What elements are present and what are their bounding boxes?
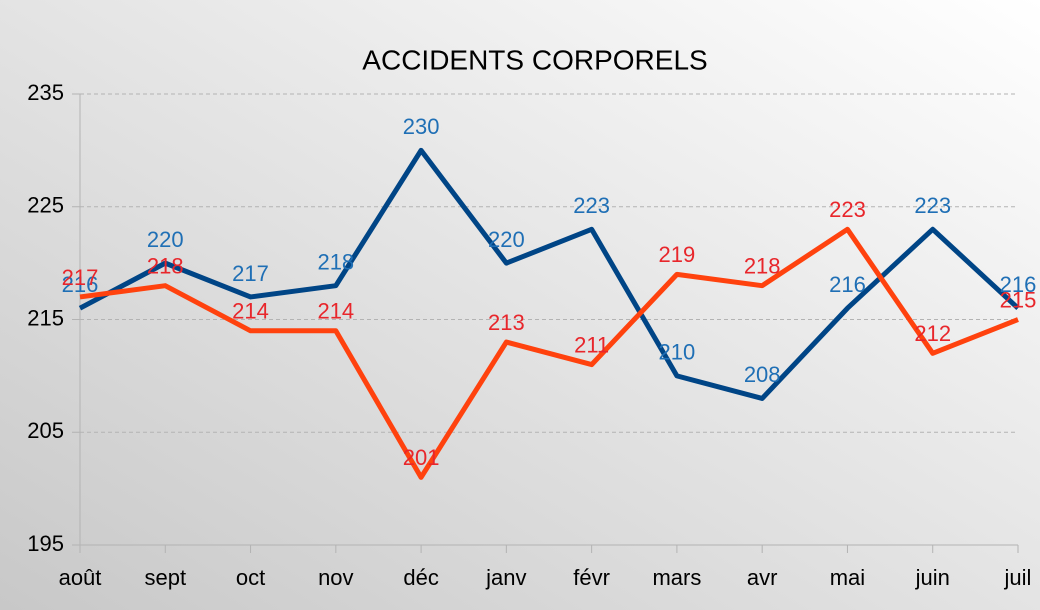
x-tick-label: juin	[915, 565, 950, 590]
x-tick-label: juil	[1004, 565, 1032, 590]
data-label: 217	[62, 265, 99, 290]
data-label: 211	[574, 332, 609, 357]
x-tick-label: sept	[144, 565, 186, 590]
x-tick-label: mars	[652, 565, 701, 590]
data-label: 214	[317, 299, 354, 324]
data-label: 230	[403, 114, 440, 139]
data-label: 215	[1000, 287, 1037, 312]
y-tick-label: 195	[27, 531, 64, 556]
data-label: 213	[488, 310, 525, 335]
data-label: 217	[232, 261, 269, 286]
x-tick-label: mai	[830, 565, 865, 590]
x-tick-label: nov	[318, 565, 353, 590]
chart-title: ACCIDENTS CORPORELS	[362, 44, 707, 75]
data-label: 219	[659, 242, 696, 267]
data-label: 208	[744, 362, 781, 387]
data-label: 218	[317, 249, 354, 274]
data-label: 201	[403, 445, 440, 470]
x-tick-label: févr	[573, 565, 610, 590]
x-tick-label: déc	[403, 565, 438, 590]
data-label: 212	[914, 321, 951, 346]
x-tick-label: janv	[485, 565, 526, 590]
data-label: 216	[62, 272, 99, 297]
y-tick-label: 215	[27, 305, 64, 330]
data-label: 216	[1000, 272, 1037, 297]
y-tick-label: 225	[27, 193, 64, 218]
data-label: 216	[829, 272, 866, 297]
data-label: 210	[659, 340, 696, 365]
data-label: 220	[147, 227, 184, 252]
series-line	[79, 226, 1019, 480]
data-label: 223	[573, 193, 610, 218]
series-line	[78, 147, 1020, 401]
data-label: 223	[829, 197, 866, 222]
data-label: 214	[232, 299, 269, 324]
x-tick-label: avr	[747, 565, 778, 590]
data-label: 218	[147, 253, 184, 278]
y-tick-label: 205	[27, 418, 64, 443]
x-tick-label: oct	[236, 565, 265, 590]
data-label: 218	[744, 253, 781, 278]
data-label: 220	[488, 227, 525, 252]
y-tick-label: 235	[27, 80, 64, 105]
x-tick-label: août	[59, 565, 102, 590]
data-label: 223	[914, 193, 951, 218]
